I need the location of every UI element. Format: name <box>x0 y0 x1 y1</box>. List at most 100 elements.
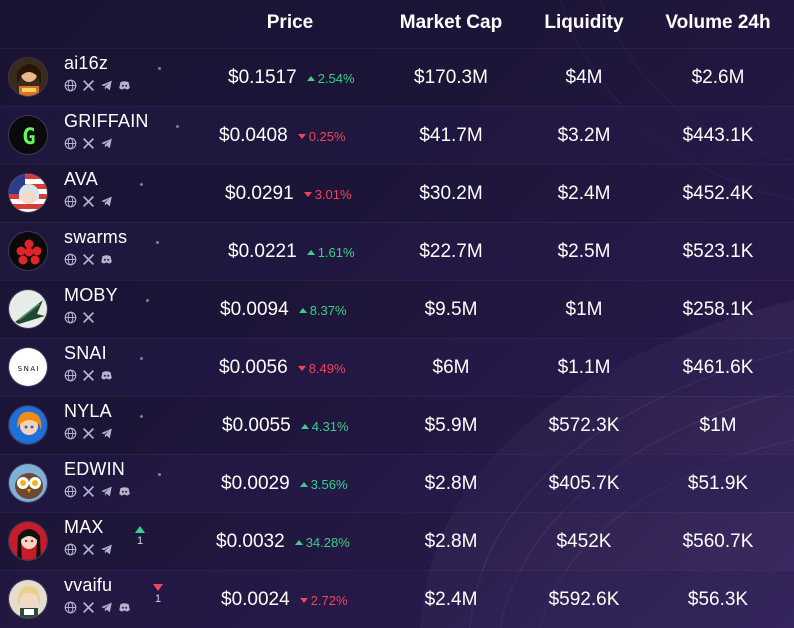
table-row[interactable]: G GRIFFAIN $0.0408 0.25% $41.7M $3.2M $443.1K <box>0 106 794 164</box>
price-change-value: 8.37% <box>309 302 347 318</box>
table-row[interactable]: ai16z $0.1517 2.54% $170.3M $4M $2.6M <box>0 48 794 106</box>
social-links <box>64 601 132 615</box>
discord-icon[interactable] <box>118 485 132 499</box>
x-icon[interactable] <box>82 311 96 325</box>
token-price: $0.0055 <box>222 415 291 436</box>
price-change: 8.49% <box>297 361 346 376</box>
token-name[interactable]: GRIFFAIN <box>64 111 149 131</box>
discord-icon[interactable] <box>100 369 114 383</box>
globe-icon[interactable] <box>64 253 78 267</box>
price-cell: $0.1517 2.54% <box>228 67 355 89</box>
rank-change: 1 <box>133 525 147 547</box>
price-change: 3.56% <box>299 477 348 492</box>
header-volume[interactable]: Volume 24h <box>665 12 771 33</box>
price-change: 2.54% <box>306 70 355 86</box>
table-row[interactable]: SNAI SNAI $0.0056 8.49% $6M $1.1M $461.6K <box>0 338 794 396</box>
telegram-icon[interactable] <box>100 427 114 441</box>
header-price[interactable]: Price <box>266 12 314 33</box>
liquidity-value: $1M <box>565 299 603 320</box>
discord-icon[interactable] <box>118 601 132 615</box>
discord-icon[interactable] <box>100 253 114 267</box>
token-name[interactable]: SNAI <box>64 343 107 363</box>
table-row[interactable]: EDWIN $0.0029 3.56% $2.8M $405.7K $51.9K <box>0 454 794 512</box>
price-change-value: 3.01% <box>314 186 352 202</box>
globe-icon[interactable] <box>64 311 78 325</box>
token-price: $0.0094 <box>220 299 289 320</box>
x-icon[interactable] <box>82 601 96 615</box>
token-avatar: SNAI <box>8 347 48 387</box>
social-links <box>64 311 96 325</box>
table-row[interactable]: swarms $0.0221 1.61% $22.7M $2.5M $523.1K <box>0 222 794 280</box>
token-avatar <box>8 231 48 271</box>
volume-value: $258.1K <box>682 299 754 320</box>
price-cell: $0.0094 8.37% <box>220 299 347 321</box>
status-dot <box>146 299 149 302</box>
x-icon[interactable] <box>82 369 96 383</box>
token-price: $0.0408 <box>219 125 288 146</box>
token-name[interactable]: EDWIN <box>64 459 125 479</box>
telegram-icon[interactable] <box>100 485 114 499</box>
rank-up-icon <box>133 525 147 533</box>
price-cell: $0.0408 0.25% <box>219 125 346 147</box>
token-name[interactable]: NYLA <box>64 401 112 421</box>
social-links <box>64 137 114 151</box>
token-name[interactable]: vvaifu <box>64 575 113 595</box>
price-cell: $0.0221 1.61% <box>228 241 355 263</box>
token-price: $0.0024 <box>221 589 290 610</box>
table-row[interactable]: MAX 1 $0.0032 34.28% $2.8M $452K $560.7K <box>0 512 794 570</box>
globe-icon[interactable] <box>64 485 78 499</box>
x-icon[interactable] <box>82 427 96 441</box>
price-change: 3.01% <box>303 186 352 202</box>
social-links <box>64 427 114 441</box>
arrow-up-icon <box>298 307 307 313</box>
volume-value: $2.6M <box>691 67 745 88</box>
price-cell: $0.0291 3.01% <box>225 183 352 205</box>
x-icon[interactable] <box>82 543 96 557</box>
telegram-icon[interactable] <box>100 137 114 151</box>
status-dot <box>158 67 161 70</box>
token-name[interactable]: MOBY <box>64 285 118 305</box>
volume-value: $461.6K <box>682 357 754 378</box>
globe-icon[interactable] <box>64 195 78 209</box>
x-icon[interactable] <box>82 253 96 267</box>
social-links <box>64 485 132 499</box>
liquidity-value: $4M <box>565 67 603 88</box>
globe-icon[interactable] <box>64 427 78 441</box>
telegram-icon[interactable] <box>100 601 114 615</box>
token-name[interactable]: ai16z <box>64 53 109 73</box>
discord-icon[interactable] <box>118 79 132 93</box>
table-header: Price Market Cap Liquidity Volume 24h <box>0 0 794 48</box>
token-price: $0.0029 <box>221 473 290 494</box>
globe-icon[interactable] <box>64 369 78 383</box>
x-icon[interactable] <box>82 485 96 499</box>
token-name[interactable]: MAX <box>64 517 104 537</box>
telegram-icon[interactable] <box>100 79 114 93</box>
table-row[interactable]: MOBY $0.0094 8.37% $9.5M $1M $258.1K <box>0 280 794 338</box>
globe-icon[interactable] <box>64 79 78 93</box>
volume-value: $51.9K <box>687 473 749 494</box>
token-name[interactable]: swarms <box>64 227 128 247</box>
globe-icon[interactable] <box>64 601 78 615</box>
globe-icon[interactable] <box>64 137 78 151</box>
x-icon[interactable] <box>82 137 96 151</box>
market-cap-value: $2.8M <box>424 473 478 494</box>
token-price: $0.0291 <box>225 183 294 204</box>
price-change-value: 0.25% <box>308 128 346 144</box>
price-change-value: 1.61% <box>317 244 355 260</box>
volume-value: $560.7K <box>682 531 754 552</box>
telegram-icon[interactable] <box>100 543 114 557</box>
price-change-value: 2.54% <box>317 70 355 86</box>
telegram-icon[interactable] <box>100 195 114 209</box>
table-row[interactable]: AVA $0.0291 3.01% $30.2M $2.4M $452.4K <box>0 164 794 222</box>
header-market-cap[interactable]: Market Cap <box>399 12 503 33</box>
social-links <box>64 369 114 383</box>
x-icon[interactable] <box>82 195 96 209</box>
status-dot <box>158 473 161 476</box>
table-row[interactable]: vvaifu 1 $0.0024 2.72% $2.4M $592.6K $56.3K <box>0 570 794 628</box>
token-name[interactable]: AVA <box>64 169 98 189</box>
x-icon[interactable] <box>82 79 96 93</box>
table-row[interactable]: NYLA $0.0055 4.31% $5.9M $572.3K $1M <box>0 396 794 454</box>
globe-icon[interactable] <box>64 543 78 557</box>
header-liquidity[interactable]: Liquidity <box>544 12 624 33</box>
market-cap-value: $5.9M <box>424 415 478 436</box>
